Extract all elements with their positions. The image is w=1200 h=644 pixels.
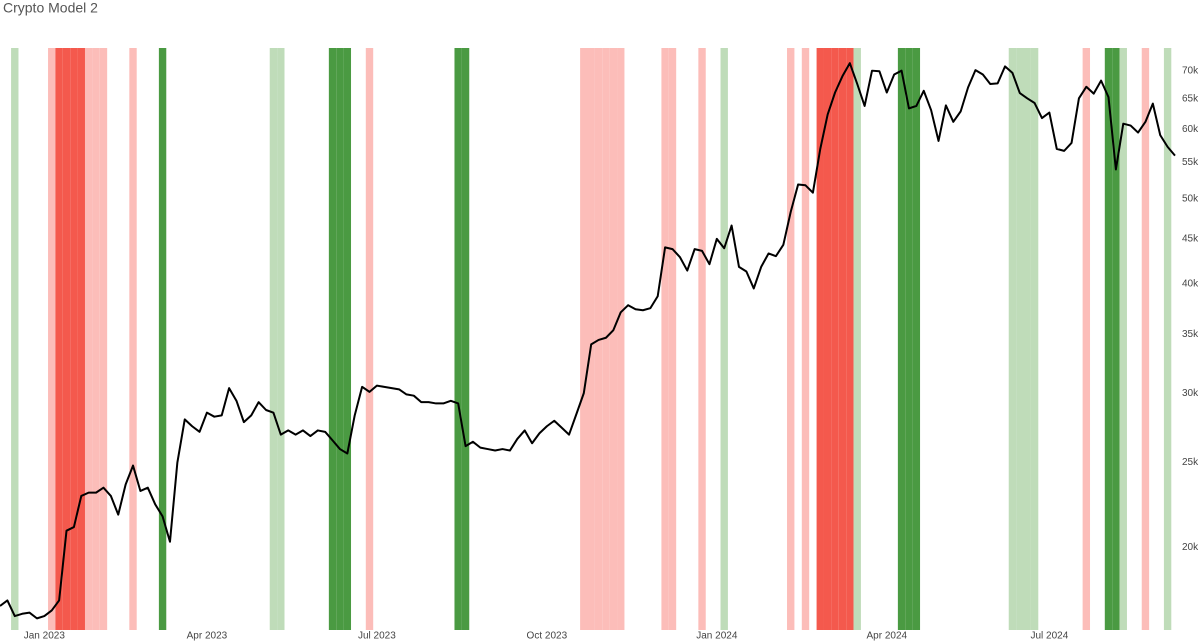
signal-band bbox=[92, 48, 100, 630]
y-tick-label: 25k bbox=[1182, 457, 1199, 468]
signal-band bbox=[1112, 48, 1120, 630]
signal-band bbox=[454, 48, 462, 630]
signal-band bbox=[1016, 48, 1024, 630]
signal-band bbox=[609, 48, 618, 630]
x-tick-label: Jul 2024 bbox=[1030, 631, 1068, 642]
signal-band bbox=[48, 48, 56, 630]
signal-band bbox=[1030, 48, 1039, 630]
signal-band bbox=[831, 48, 839, 630]
signal-band bbox=[129, 48, 137, 630]
signal-band bbox=[1119, 48, 1127, 630]
signal-band bbox=[801, 48, 810, 630]
y-tick-label: 20k bbox=[1182, 542, 1199, 553]
x-tick-label: Jul 2023 bbox=[358, 631, 396, 642]
signal-bands bbox=[11, 48, 1172, 630]
y-tick-label: 50k bbox=[1182, 193, 1199, 204]
signal-band bbox=[720, 48, 728, 630]
signal-band bbox=[365, 48, 374, 630]
signal-band bbox=[846, 48, 854, 630]
signal-band bbox=[62, 48, 71, 630]
signal-band bbox=[99, 48, 108, 630]
signal-band bbox=[905, 48, 913, 630]
signal-band bbox=[617, 48, 625, 630]
signal-band bbox=[1104, 48, 1113, 630]
signal-band bbox=[1008, 48, 1017, 630]
y-tick-label: 55k bbox=[1182, 157, 1199, 168]
signal-band bbox=[55, 48, 63, 630]
signal-band bbox=[328, 48, 337, 630]
signal-band bbox=[853, 48, 861, 630]
signal-band bbox=[84, 48, 93, 630]
signal-band bbox=[461, 48, 470, 630]
signal-band bbox=[661, 48, 669, 630]
signal-band bbox=[70, 48, 78, 630]
y-tick-label: 70k bbox=[1182, 65, 1199, 76]
signal-band bbox=[838, 48, 847, 630]
signal-band bbox=[602, 48, 610, 630]
signal-band bbox=[816, 48, 824, 630]
x-tick-label: Oct 2023 bbox=[527, 631, 568, 642]
x-tick-label: Apr 2023 bbox=[187, 631, 228, 642]
signal-band bbox=[580, 48, 588, 630]
signal-band bbox=[587, 48, 595, 630]
x-tick-label: Jan 2024 bbox=[696, 631, 738, 642]
signal-band bbox=[277, 48, 285, 630]
y-tick-label: 45k bbox=[1182, 233, 1199, 244]
signal-band bbox=[336, 48, 344, 630]
signal-band bbox=[77, 48, 85, 630]
y-tick-label: 65k bbox=[1182, 94, 1199, 105]
signal-band bbox=[1082, 48, 1091, 630]
signal-band bbox=[912, 48, 921, 630]
price-line bbox=[0, 62, 1176, 620]
y-tick-label: 40k bbox=[1182, 278, 1199, 289]
signal-band bbox=[787, 48, 795, 630]
signal-band bbox=[343, 48, 352, 630]
signal-band bbox=[269, 48, 278, 630]
signal-band bbox=[1023, 48, 1031, 630]
plot bbox=[0, 62, 1176, 620]
signal-band bbox=[698, 48, 706, 630]
signal-band bbox=[1141, 48, 1150, 630]
signal-band bbox=[11, 48, 19, 630]
y-tick-label: 35k bbox=[1182, 329, 1199, 340]
y-tick-label: 60k bbox=[1182, 124, 1199, 135]
signal-band bbox=[897, 48, 906, 630]
signal-band bbox=[823, 48, 832, 630]
chart-title: Crypto Model 2 bbox=[3, 0, 98, 16]
signal-band bbox=[668, 48, 677, 630]
y-tick-label: 30k bbox=[1182, 388, 1199, 399]
x-tick-label: Apr 2024 bbox=[866, 631, 907, 642]
signal-band bbox=[1163, 48, 1172, 630]
signal-band bbox=[158, 48, 167, 630]
x-tick-label: Jan 2023 bbox=[24, 631, 66, 642]
